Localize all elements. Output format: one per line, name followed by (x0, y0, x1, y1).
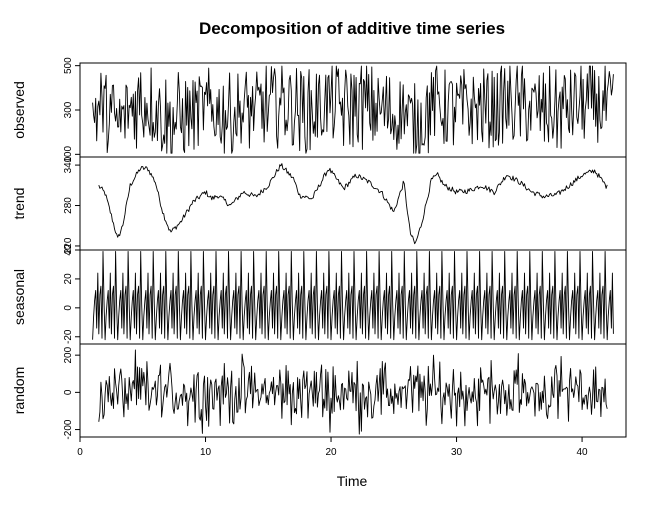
x-tick-label: 20 (325, 447, 337, 458)
panel-observed: 100 300 500 observed (11, 57, 627, 163)
x-axis: 0 10 20 30 40 (77, 437, 588, 458)
panel-random: -200 0 200 random (11, 343, 627, 440)
y-tick-label-random: 0 (63, 389, 74, 395)
y-tick-label-observed: 300 (63, 101, 74, 118)
y-axis-label-observed: observed (11, 81, 27, 139)
x-tick-label: 40 (577, 447, 589, 458)
y-tick-label-seasonal: 40 (63, 244, 74, 256)
panels-group: 100300500observed220280340trend-2002040s… (11, 57, 627, 440)
y-tick-label-random: 200 (63, 346, 74, 363)
y-tick-label-random: -200 (63, 419, 74, 439)
panel-frame-trend (79, 156, 627, 251)
y-tick-label-seasonal: -20 (63, 329, 74, 344)
x-tick-label: 10 (200, 447, 212, 458)
series-line-trend (98, 163, 608, 245)
y-tick-label-trend: 280 (63, 197, 74, 214)
panel-frame-random (79, 343, 627, 438)
panel-seasonal: -20 0 20 40 seasonal (11, 244, 627, 345)
y-tick-label-observed: 100 (63, 146, 74, 163)
y-tick-label-seasonal: 20 (63, 273, 74, 285)
y-tick-label-trend: 340 (63, 156, 74, 173)
y-tick-label-trend: 220 (63, 237, 74, 254)
x-tick-label: 30 (451, 447, 463, 458)
series-line-observed (92, 65, 614, 154)
x-tick-label: 0 (77, 447, 83, 458)
y-tick-label-seasonal: 0 (63, 305, 74, 311)
y-axis-label-random: random (11, 367, 27, 414)
panel-trend: 220 280 340 trend (11, 156, 627, 254)
x-axis-label: Time (337, 473, 368, 489)
chart-title: Decomposition of additive time series (199, 19, 505, 38)
y-axis-label-trend: trend (11, 188, 27, 220)
series-line-seasonal (92, 250, 614, 341)
y-tick-label-observed: 500 (63, 57, 74, 74)
series-line-random (98, 349, 608, 435)
y-axis-label-seasonal: seasonal (11, 269, 27, 325)
